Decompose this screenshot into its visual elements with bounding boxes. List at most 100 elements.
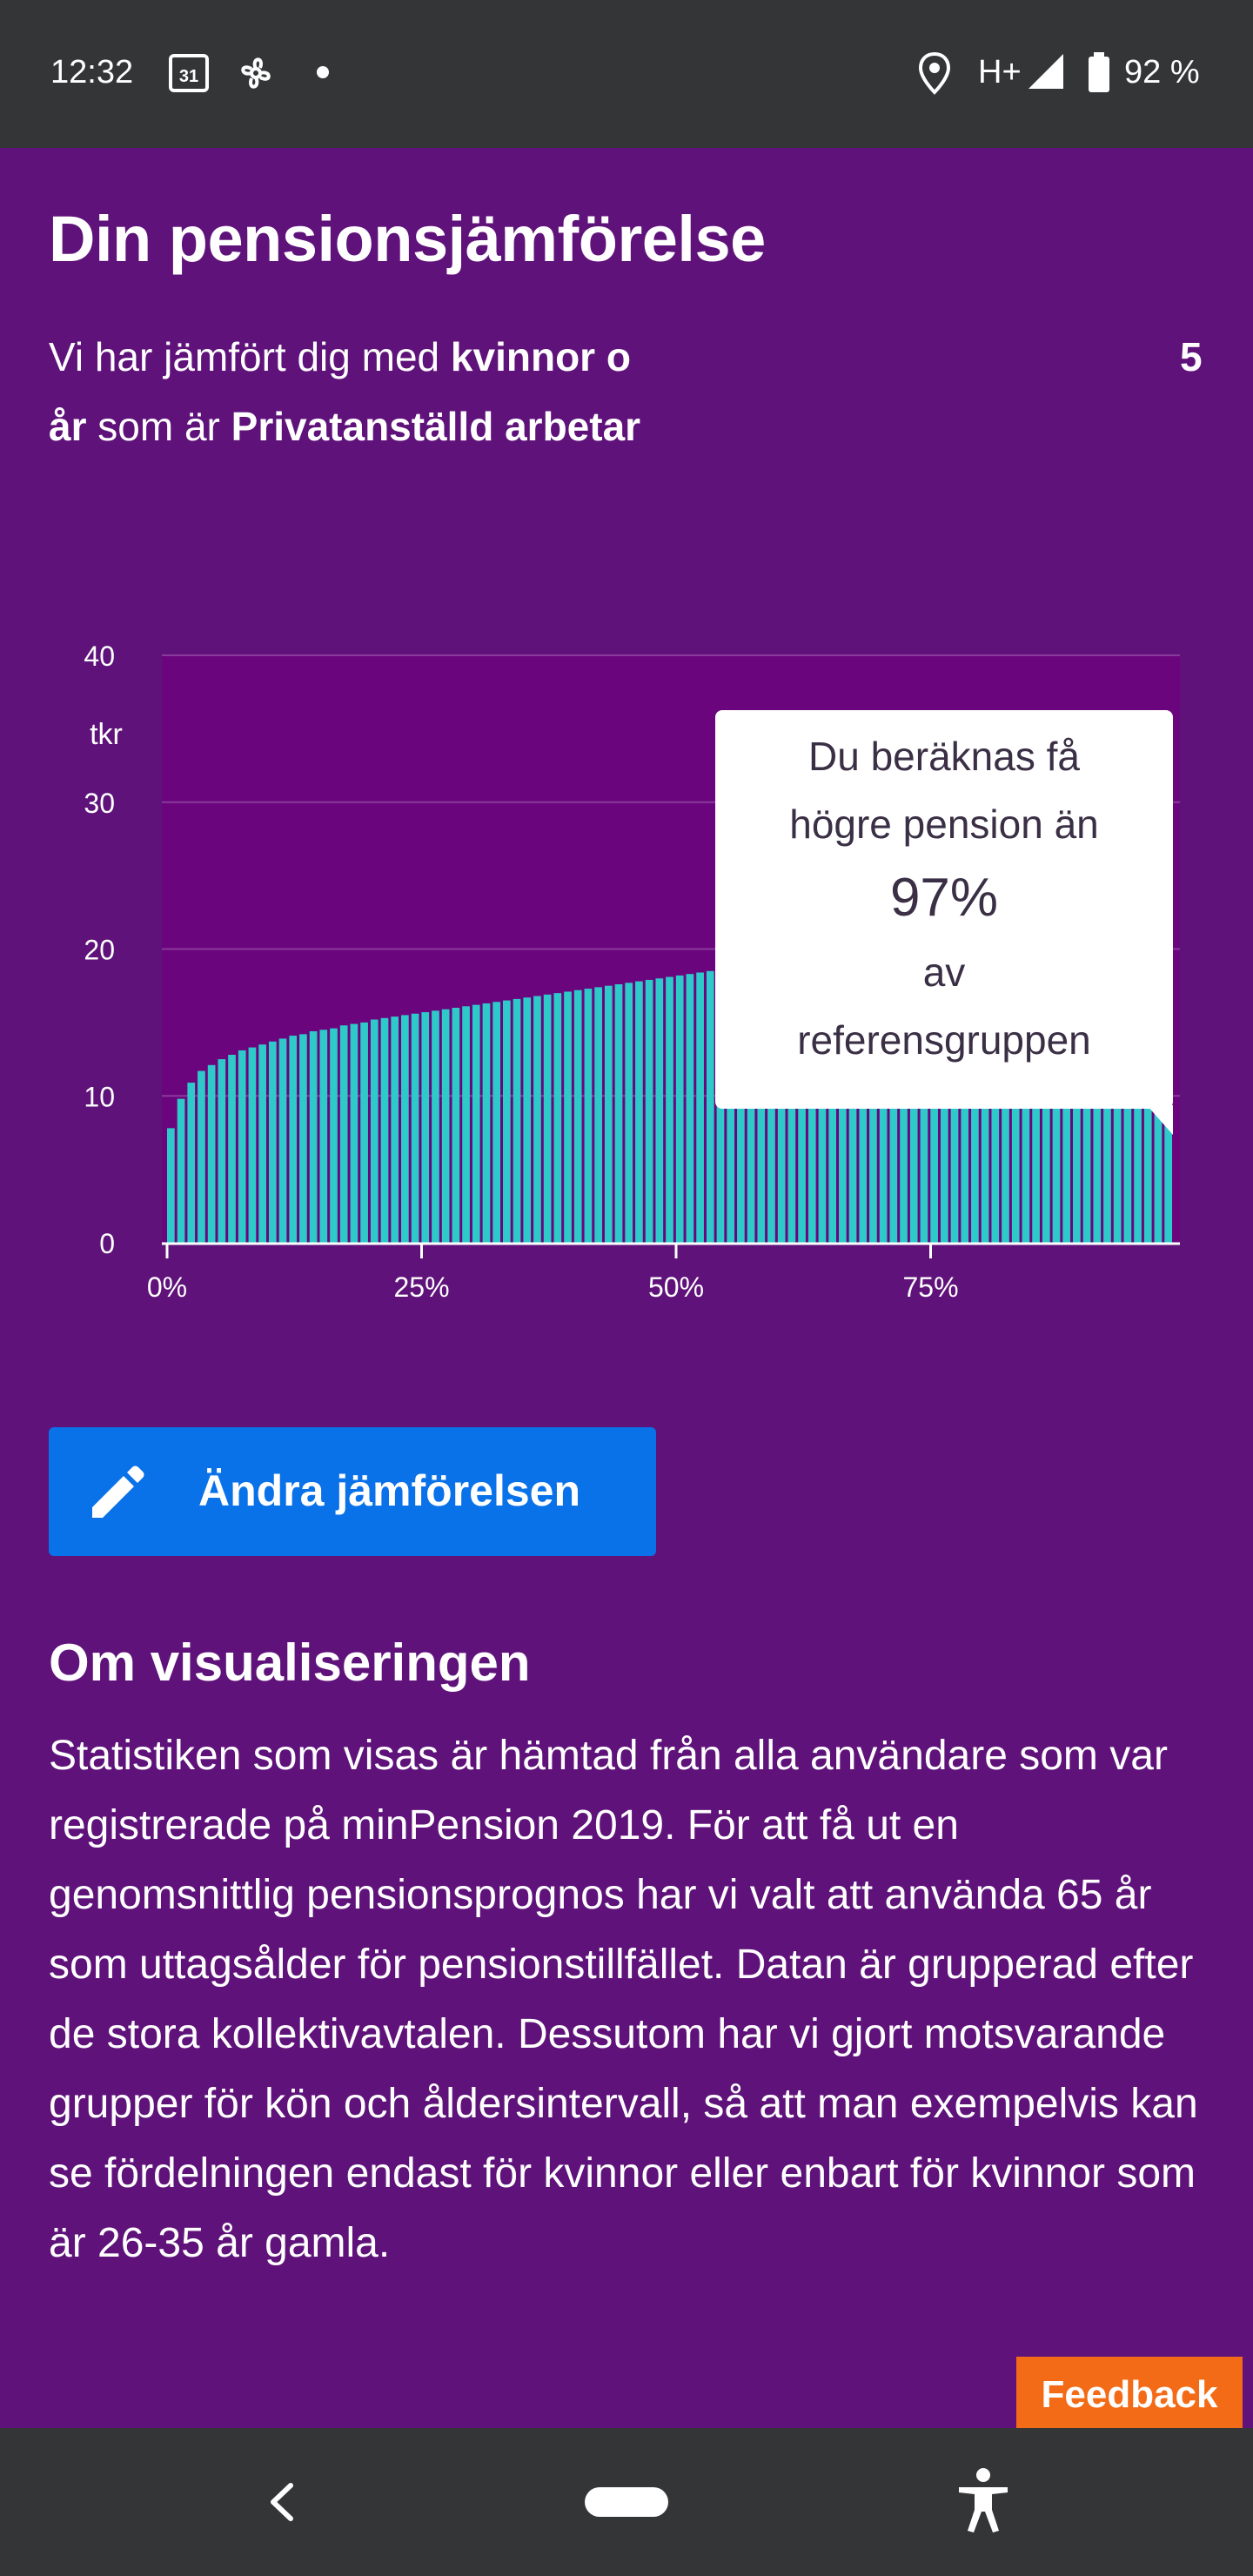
back-icon[interactable] [244,2463,322,2541]
chart-bar [655,978,664,1243]
chart-bar [553,993,562,1244]
tooltip-pointer [1147,1105,1173,1135]
chart-bar [391,1016,399,1244]
chart-bar [339,1025,348,1243]
chart-bar [686,974,694,1243]
y-tick-label: 40 [84,641,115,672]
chart-bar [370,1019,379,1243]
chart-bar [573,989,582,1243]
accessibility-icon[interactable] [940,2458,1027,2545]
notification-dot-icon [317,66,329,78]
status-time: 12:32 [50,54,134,91]
chart-bar [309,1031,318,1243]
page-content: Din pensionsjämförelse Vi har jämfört di… [0,148,1253,2428]
tooltip-line4: referensgruppen [797,1017,1091,1063]
chart-bar [706,970,714,1243]
tooltip-percent: 97% [889,868,999,928]
chart-bar [482,1003,491,1243]
y-axis-label: tkr [90,718,123,751]
x-tick-label: 0% [147,1271,187,1303]
chart-bar [503,1000,511,1243]
chart-bar [594,987,602,1243]
y-tick-label: 10 [84,1081,115,1112]
chart-bar [432,1010,439,1244]
chart-bar [543,994,552,1243]
location-icon [917,50,952,96]
x-tick-label: 25% [393,1271,449,1303]
pencil-icon [92,1466,144,1518]
intro-tail: 5 [1180,334,1203,379]
tooltip-line2: högre pension än [789,802,1099,847]
chart-bar [380,1017,389,1243]
feedback-button[interactable]: Feedback [1016,2357,1243,2428]
navigation-bar [0,2428,1253,2576]
chart-bar [492,1002,500,1243]
chart-bar [584,989,593,1243]
intro-text: Vi har jämfört dig med kvinnor o 5 år som … [49,322,1206,461]
chart-bar [625,983,633,1243]
chart-bar [614,984,623,1243]
chart-bar [462,1006,470,1243]
pension-chart: 0 10 20 30 40 0% 25% 50% 75% tkr Du beräknas få … [0,548,1253,1506]
chart-bar [564,991,572,1243]
chart-bar [268,1041,277,1243]
intro-bold-employment: Privatanställd arbetar [231,404,641,449]
chart-bar [401,1015,409,1243]
chart-bar [604,985,613,1243]
chart-bar [198,1070,205,1243]
home-pill-icon[interactable] [583,2475,670,2529]
percentile-tooltip: Du beräknas få högre pension än 97% av r… [715,710,1173,1109]
chart-bar [248,1047,257,1243]
y-tick-label: 0 [99,1228,115,1259]
tooltip-line1: Du beräknas få [808,734,1080,779]
network-type: H+ [978,54,1022,91]
fan-icon [233,50,278,96]
edit-comparison-button[interactable]: Ändra jämförelsen [49,1427,656,1556]
chart-bar [421,1012,430,1243]
chart-bar [177,1098,185,1244]
intro-part3: som är [86,404,231,449]
battery-icon [1086,50,1112,94]
intro-part2: år [49,404,87,449]
chart-bar [675,975,684,1244]
chart-bar [523,997,532,1243]
chart-bar [167,1128,175,1244]
chart-bar [452,1008,460,1243]
chart-bar [258,1044,266,1243]
y-tick-label: 30 [84,788,115,819]
calendar-icon: 31 [167,50,211,94]
section-title: Om visualiseringen [49,1633,531,1692]
chart-bar [411,1013,419,1243]
status-bar: 12:32 31 H+ 92 % [0,0,1253,148]
chart-bar [441,1009,450,1243]
chart-bar [696,972,704,1243]
calendar-day: 31 [179,67,198,86]
x-tick-label: 75% [902,1271,958,1303]
chart-bar [187,1083,196,1243]
chart-bar [472,1004,480,1244]
chart-bar [666,976,673,1243]
x-tick-label: 50% [648,1271,704,1303]
chart-bar [360,1022,368,1244]
tooltip-line3: av [922,949,966,995]
chart-bar [228,1055,236,1243]
chart-bar [238,1050,246,1243]
chart-bar [513,998,521,1244]
chart-bar [645,979,653,1243]
intro-bold-group: kvinnor o [450,334,631,379]
edit-comparison-label: Ändra jämförelsen [198,1466,581,1515]
chart-bar [278,1038,287,1243]
y-tick-label: 20 [84,935,115,966]
chart-bar [289,1036,298,1243]
chart-bar [299,1034,307,1244]
chart-bar [635,981,643,1244]
intro-part1: Vi har jämfört dig med [49,334,451,379]
signal-icon [1025,50,1067,92]
chart-bar [319,1030,328,1243]
chart-bar [330,1028,338,1244]
chart-bar [218,1059,226,1243]
section-body: Statistiken som visas är hämtad från all… [49,1733,1198,2266]
chart-bar [350,1023,358,1243]
chart-bar [533,996,541,1243]
page-title: Din pensionsjämförelse [49,203,766,275]
